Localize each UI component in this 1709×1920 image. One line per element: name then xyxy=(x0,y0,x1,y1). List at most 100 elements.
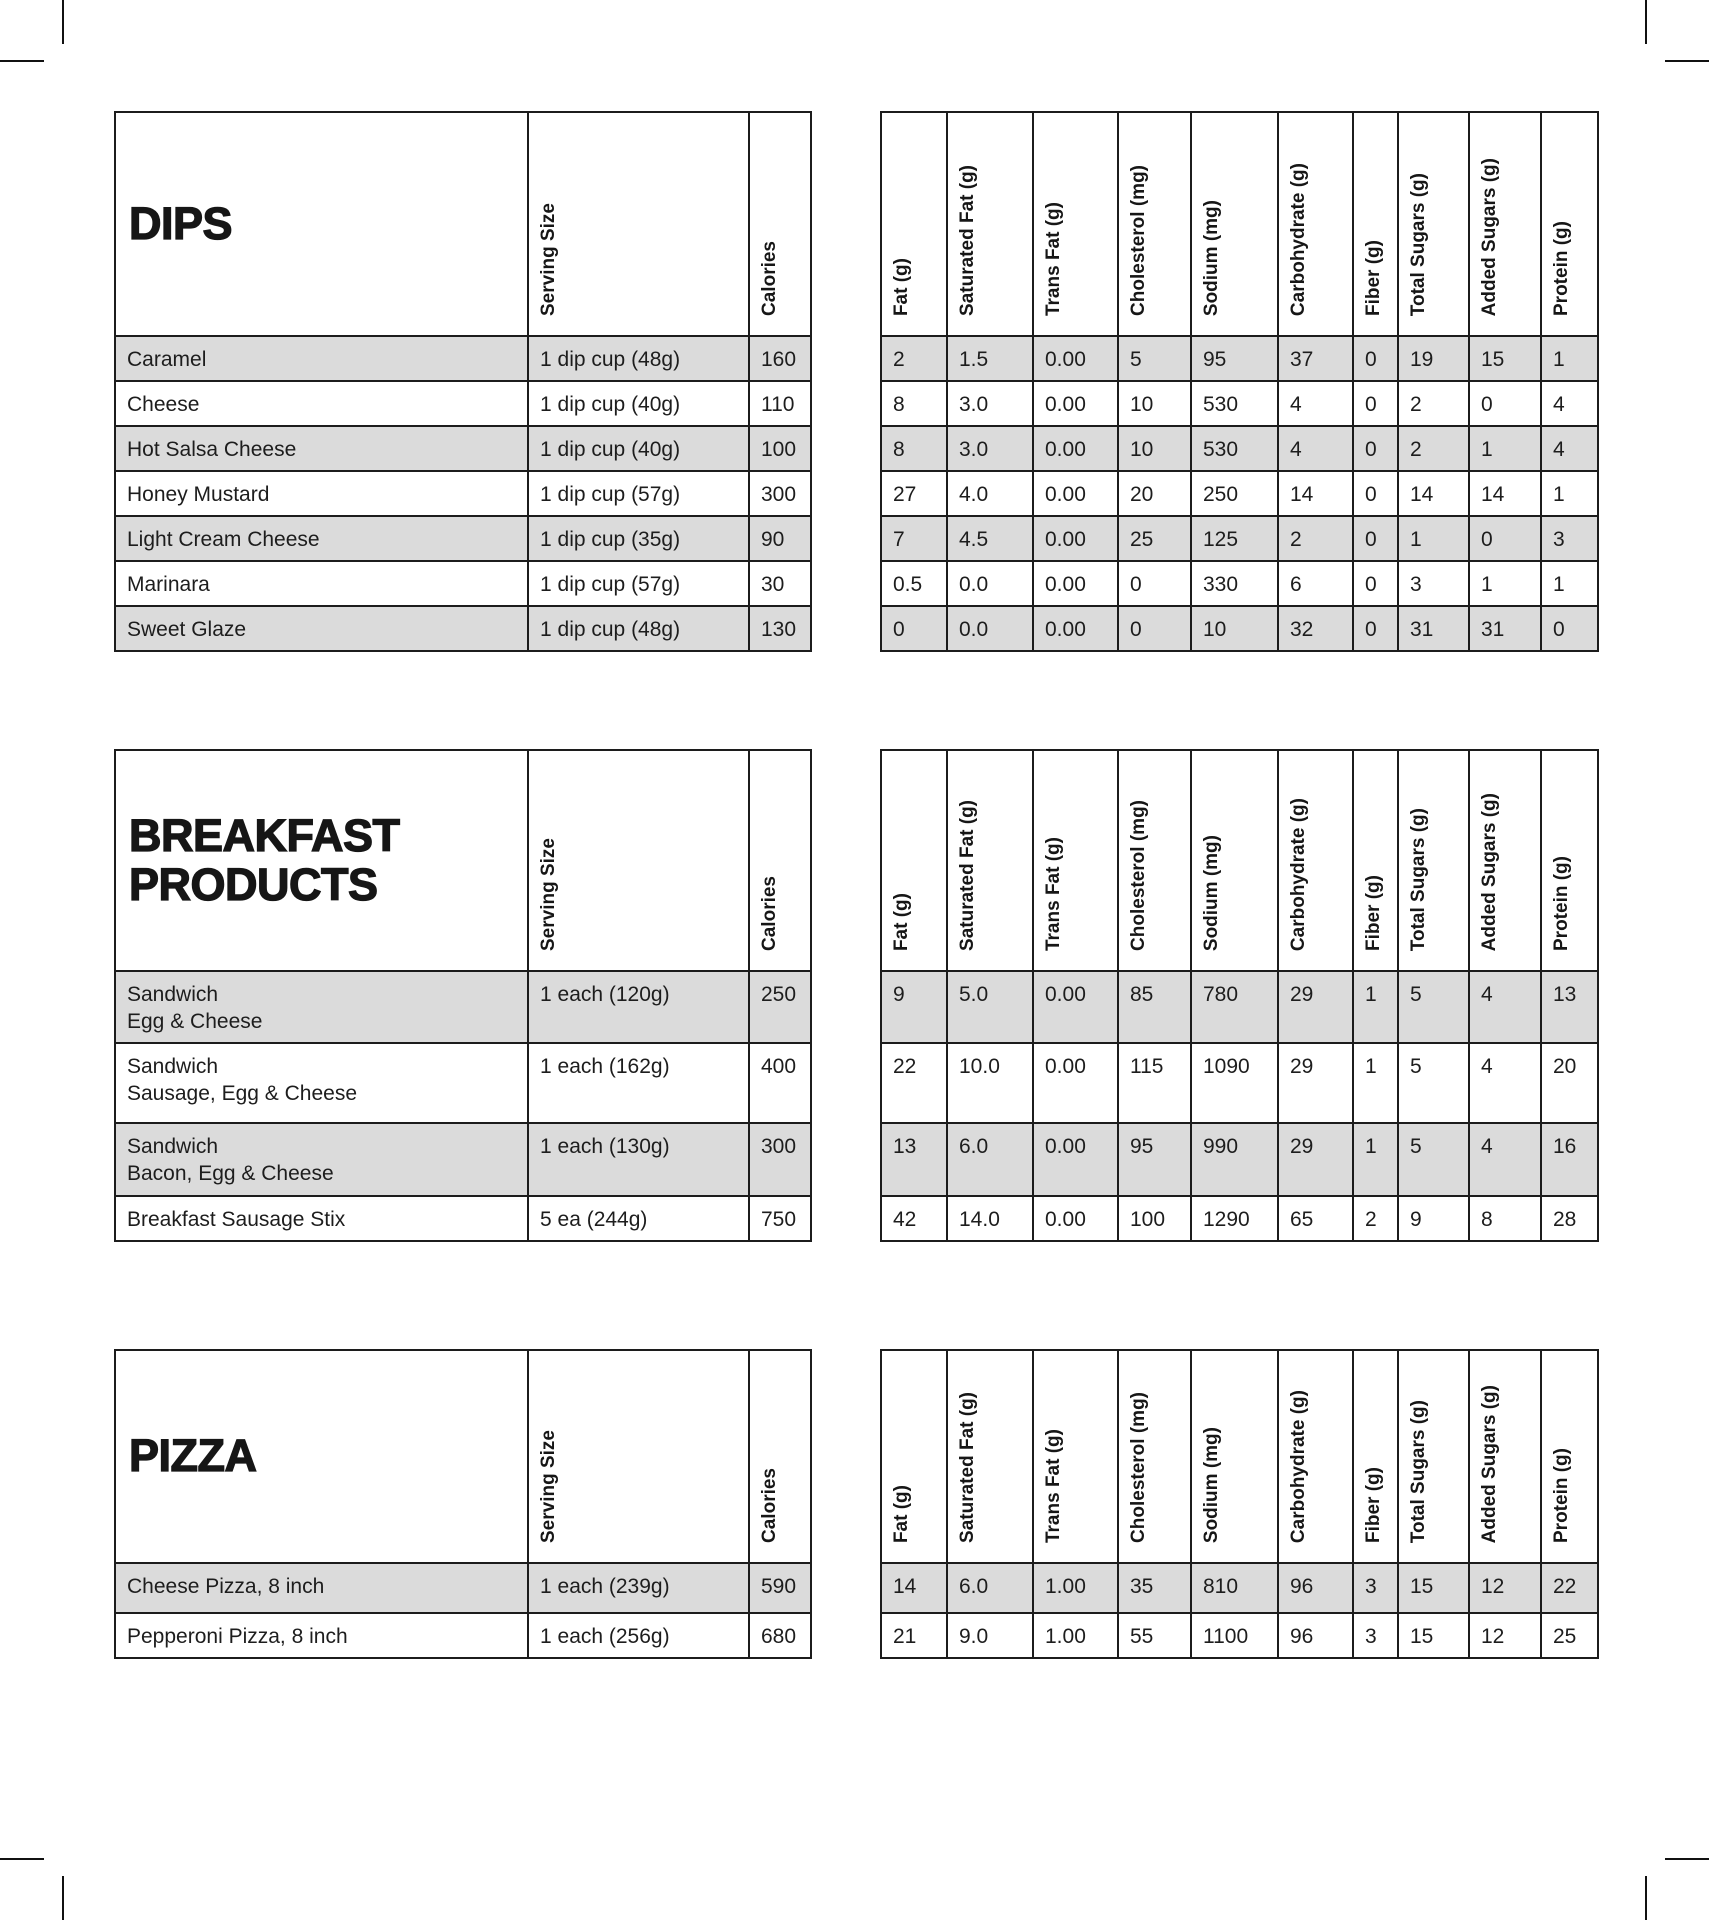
nutrition-value-cell: 15 xyxy=(1397,1612,1470,1659)
serving-size-cell: 1 each (239g) xyxy=(527,1562,750,1614)
nutrition-value-cell: 15 xyxy=(1468,335,1542,382)
nutrition-value-cell: 16 xyxy=(1540,1122,1599,1197)
nutrition-column-header: Added Sugars (g) xyxy=(1479,792,1500,951)
item-name-cell: Honey Mustard xyxy=(114,470,529,517)
nutrition-value-cell: 125 xyxy=(1190,515,1279,562)
nutrition-value-cell: 0 xyxy=(1352,425,1399,472)
nutrition-column-header: Trans Fat (g) xyxy=(1043,201,1064,316)
nutrition-header-row: Fat (g) Saturated Fat (g) Trans Fat (g) Cho… xyxy=(880,1349,1599,1564)
calories-cell: 590 xyxy=(748,1562,812,1614)
item-row: Marinara 1 dip cup (57g) 30 xyxy=(114,560,812,607)
nutrition-value-cell: 0.00 xyxy=(1032,1122,1119,1197)
nutrition-column-header: Fiber (g) xyxy=(1363,1467,1384,1543)
serving-size-header-cell: Serving Size xyxy=(527,749,750,972)
nutrition-value-cell: 7 xyxy=(880,515,948,562)
nutrition-values-table: Fat (g) Saturated Fat (g) Trans Fat (g) Cho… xyxy=(880,749,1599,1242)
nutrition-value-row: 27 4.0 0.00 20 250 14 0 14 14 1 xyxy=(880,470,1599,517)
nutrition-header-cell: Trans Fat (g) xyxy=(1032,1349,1119,1564)
nutrition-header-cell: Carbohydrate (g) xyxy=(1277,111,1354,337)
nutrition-value-cell: 12 xyxy=(1468,1612,1542,1659)
nutrition-value-cell: 0.5 xyxy=(880,560,948,607)
nutrition-value-row: 2 1.5 0.00 5 95 37 0 19 15 1 xyxy=(880,335,1599,382)
nutrition-value-cell: 1090 xyxy=(1190,1042,1279,1124)
serving-size-cell: 1 dip cup (57g) xyxy=(527,560,750,607)
item-name-line: Bacon, Egg & Cheese xyxy=(127,1162,334,1186)
calories-header-cell: Calories xyxy=(748,749,812,972)
nutrition-value-cell: 1 xyxy=(1352,970,1399,1044)
item-name-line: Hot Salsa Cheese xyxy=(127,438,297,461)
nutrition-value-cell: 1 xyxy=(1468,560,1542,607)
nutrition-header-cell: Sodium (mg) xyxy=(1190,1349,1279,1564)
item-name-line: Caramel xyxy=(127,348,207,371)
nutrition-value-cell: 0.00 xyxy=(1032,1042,1119,1124)
nutrition-header-cell: Fiber (g) xyxy=(1352,1349,1399,1564)
nutrition-header-cell: Saturated Fat (g) xyxy=(946,749,1034,972)
nutrition-column-header: Trans Fat (g) xyxy=(1043,1428,1064,1543)
serving-size-header-cell: Serving Size xyxy=(527,111,750,337)
nutrition-value-cell: 14 xyxy=(1277,470,1354,517)
nutrition-header-cell: Total Sugars (g) xyxy=(1397,111,1470,337)
calories-cell: 300 xyxy=(748,470,812,517)
nutrition-header-cell: Trans Fat (g) xyxy=(1032,111,1119,337)
item-name-line: Cheese xyxy=(127,393,200,416)
items-header-row: BREAKFAST PRODUCTS Serving Size Calories xyxy=(114,749,812,972)
calories-cell: 100 xyxy=(748,425,812,472)
item-name-cell: Sandwich Egg & Cheese xyxy=(114,970,529,1044)
item-name-line: Egg & Cheese xyxy=(127,1010,263,1034)
nutrition-value-cell: 530 xyxy=(1190,425,1279,472)
nutrition-value-cell: 25 xyxy=(1540,1612,1599,1659)
nutrition-header-cell: Fat (g) xyxy=(880,1349,948,1564)
nutrition-value-cell: 14 xyxy=(1468,470,1542,517)
nutrition-column-header: Cholesterol (mg) xyxy=(1128,800,1149,951)
nutrition-value-cell: 3 xyxy=(1352,1612,1399,1659)
nutrition-column-header: Cholesterol (mg) xyxy=(1128,1392,1149,1543)
nutrition-value-cell: 4 xyxy=(1540,380,1599,427)
nutrition-value-cell: 10.0 xyxy=(946,1042,1034,1124)
section-title-cell: PIZZA xyxy=(114,1349,529,1564)
nutrition-value-cell: 0 xyxy=(1352,380,1399,427)
nutrition-header-cell: Cholesterol (mg) xyxy=(1117,1349,1192,1564)
nutrition-value-cell: 0.0 xyxy=(946,605,1034,652)
nutrition-header-cell: Protein (g) xyxy=(1540,111,1599,337)
calories-cell: 400 xyxy=(748,1042,812,1124)
nutrition-value-cell: 0.00 xyxy=(1032,380,1119,427)
nutrition-header-cell: Total Sugars (g) xyxy=(1397,1349,1470,1564)
nutrition-column-header: Protein (g) xyxy=(1551,1448,1572,1543)
nutrition-value-cell: 6.0 xyxy=(946,1122,1034,1197)
nutrition-value-cell: 330 xyxy=(1190,560,1279,607)
item-name-cell: Caramel xyxy=(114,335,529,382)
nutrition-value-cell: 55 xyxy=(1117,1612,1192,1659)
nutrition-value-cell: 14 xyxy=(1397,470,1470,517)
item-row: Cheese Pizza, 8 inch 1 each (239g) 590 xyxy=(114,1562,812,1614)
item-row: Pepperoni Pizza, 8 inch 1 each (256g) 680 xyxy=(114,1612,812,1659)
nutrition-value-cell: 4 xyxy=(1468,1122,1542,1197)
section-title: DIPS xyxy=(128,197,233,249)
nutrition-value-cell: 0 xyxy=(1352,560,1399,607)
nutrition-header-cell: Carbohydrate (g) xyxy=(1277,749,1354,972)
serving-size-cell: 1 dip cup (48g) xyxy=(527,335,750,382)
nutrition-value-cell: 4 xyxy=(1277,425,1354,472)
item-name-cell: Sweet Glaze xyxy=(114,605,529,652)
nutrition-header-cell: Cholesterol (mg) xyxy=(1117,111,1192,337)
nutrition-value-cell: 2 xyxy=(1352,1195,1399,1242)
nutrition-column-header: Saturated Fat (g) xyxy=(957,165,978,316)
nutrition-value-cell: 2 xyxy=(1397,425,1470,472)
items-header-row: PIZZA Serving Size Calories xyxy=(114,1349,812,1564)
nutrition-value-cell: 1 xyxy=(1352,1122,1399,1197)
nutrition-value-cell: 1 xyxy=(1540,335,1599,382)
nutrition-value-cell: 1.00 xyxy=(1032,1612,1119,1659)
crop-mark-bottom-right-v xyxy=(1645,1876,1647,1920)
nutrition-value-cell: 10 xyxy=(1117,425,1192,472)
calories-header: Calories xyxy=(759,876,780,951)
nutrition-value-cell: 14.0 xyxy=(946,1195,1034,1242)
item-name-line: Sandwich xyxy=(127,983,219,1006)
nutrition-value-cell: 0 xyxy=(1352,335,1399,382)
serving-size-cell: 1 each (130g) xyxy=(527,1122,750,1197)
nutrition-column-header: Fat (g) xyxy=(891,892,912,951)
nutrition-value-cell: 13 xyxy=(880,1122,948,1197)
nutrition-column-header: Carbohydrate (g) xyxy=(1288,797,1309,951)
serving-size-cell: 1 dip cup (40g) xyxy=(527,425,750,472)
nutrition-value-cell: 0 xyxy=(1352,605,1399,652)
nutrition-column-header: Protein (g) xyxy=(1551,856,1572,951)
nutrition-column-header: Fiber (g) xyxy=(1363,240,1384,316)
